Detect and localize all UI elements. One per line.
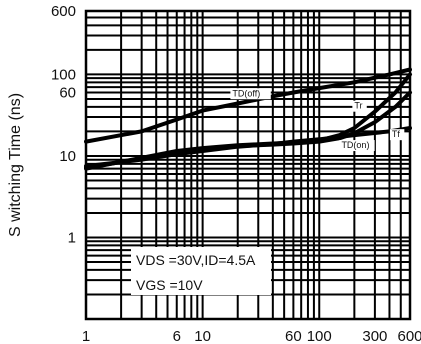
x-tick-label: 300 (362, 328, 387, 344)
x-tick-label: 60 (285, 328, 302, 344)
curve-label-tr: Tr (354, 101, 362, 111)
x-tick-label: 1 (82, 328, 90, 344)
conditions-box-background (131, 247, 271, 295)
curve-tf (84, 90, 412, 170)
conditions-line-vds: VDS =30V,ID=4.5A (136, 252, 256, 268)
x-tick-labels: 1 6 10 60 100 300 600 (82, 328, 421, 344)
x-tick-label: 600 (397, 328, 421, 344)
y-tick-label: 600 (51, 3, 76, 20)
x-tick-label: 10 (194, 328, 211, 344)
conditions-line-vgs: VGS =10V (136, 277, 203, 293)
curve-label-background (352, 100, 367, 112)
y-tick-label: 100 (51, 66, 76, 83)
curve-label-td-off: TD(off) (232, 88, 260, 98)
curves-layer (84, 67, 412, 171)
curve-labels-layer: TD(off) Tr TD(on) Tf (230, 88, 405, 152)
curve-td-off (84, 67, 412, 144)
y-tick-label: 60 (59, 85, 76, 102)
x-tick-label: 100 (307, 328, 332, 344)
y-tick-label: 10 (59, 148, 76, 165)
x-tick-label: 6 (173, 328, 181, 344)
conditions-box: VDS =30V,ID=4.5A VGS =10V (131, 247, 271, 295)
y-tick-labels: 600 100 60 10 1 (51, 3, 76, 246)
curve-label-td-on: TD(on) (341, 140, 369, 150)
curve-label-background (339, 140, 375, 152)
curve-label-tf: Tf (392, 129, 400, 139)
curve-label-background (230, 88, 271, 100)
y-tick-label: 1 (68, 229, 76, 246)
curve-label-background (389, 129, 405, 141)
y-axis-label: S witching Time (ns) (7, 93, 24, 237)
